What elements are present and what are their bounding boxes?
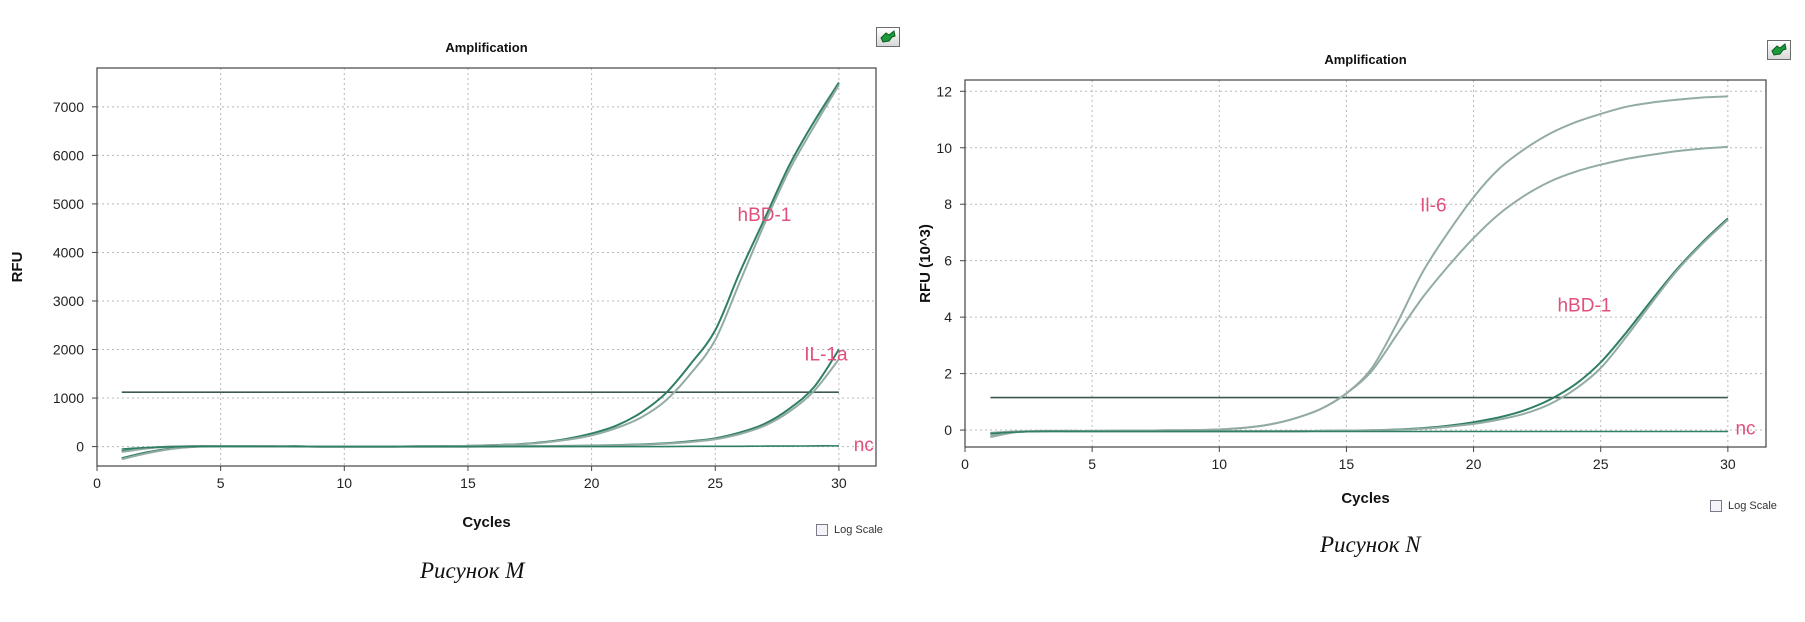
y-tick-label: 2: [944, 366, 952, 382]
x-tick-label: 10: [1211, 456, 1227, 472]
curve-annotation-il-1a: IL-1a: [804, 345, 848, 366]
x-axis-title: Cycles: [462, 514, 510, 531]
y-tick-label: 0: [76, 439, 84, 455]
x-axis-title: Cycles: [1341, 490, 1389, 507]
y-tick-label: 5000: [53, 196, 84, 212]
y-tick-label: 6: [944, 253, 952, 269]
y-tick-label: 7000: [53, 99, 84, 115]
x-tick-label: 25: [1593, 456, 1609, 472]
amplification-chart-m: 0 5 10 15 20 25 30 0 1000 2000 3000 4000 5000 6000 700…: [9, 40, 877, 531]
y-tick-label: 3000: [53, 293, 84, 309]
x-tick-label: 5: [1088, 456, 1096, 472]
export-chart-icon: [1771, 43, 1787, 56]
x-tick-label: 15: [460, 475, 476, 491]
series-line-il-6: [990, 145, 1728, 437]
log-scale-label-m: Log Scale: [834, 524, 883, 536]
figure-caption-m: Рисунок M: [420, 558, 525, 583]
series-line-hbd-1: [121, 82, 840, 452]
series-line-il-1a: [121, 358, 840, 461]
curve-annotation-nc: nc: [854, 435, 874, 456]
y-tick-label: 4: [944, 309, 952, 325]
curve-annotation-hbd-1: hBD-1: [738, 205, 792, 226]
x-tick-label: 0: [961, 456, 969, 472]
x-tick-label: 20: [1466, 456, 1482, 472]
y-axis-title: RFU (10^3): [917, 224, 934, 303]
series-line-nc: [990, 430, 1728, 435]
amplification-chart-n: 0 5 10 15 20 25 30 0 2 4 6 8 10 12 Amplification Cycles…: [917, 52, 1767, 507]
y-axis-title: RFU: [9, 252, 26, 283]
x-tick-label: 15: [1339, 456, 1355, 472]
y-tick-label: 0: [944, 422, 952, 438]
x-tick-label: 30: [831, 475, 847, 491]
x-tick-label: 5: [217, 475, 225, 491]
y-tick-label: 4000: [53, 244, 84, 260]
series-line-hbd-1: [990, 218, 1729, 434]
export-button-n[interactable]: [1767, 40, 1791, 60]
y-tick-label: 6000: [53, 147, 84, 163]
chart-title: Amplification: [1324, 52, 1406, 67]
curve-annotation-hbd-1: hBD-1: [1557, 295, 1611, 316]
curve-annotation-il-6: Il-6: [1420, 195, 1446, 216]
series-line-il-1a: [121, 348, 840, 460]
y-tick-label: 10: [936, 140, 952, 156]
x-tick-label: 20: [584, 475, 600, 491]
plot-frame: [96, 67, 877, 467]
y-tick-label: 8: [944, 196, 952, 212]
x-tick-label: 10: [337, 475, 353, 491]
x-tick-label: 25: [707, 475, 723, 491]
curve-annotation-nc: nc: [1735, 418, 1755, 439]
x-tick-label: 30: [1720, 456, 1736, 472]
chart-panel-m: 0 5 10 15 20 25 30 0 1000 2000 3000 4000 5000 6000 700…: [0, 0, 900, 622]
export-button-m[interactable]: [876, 27, 900, 47]
series-line-nc: [121, 445, 839, 450]
chart-panel-n: 0 5 10 15 20 25 30 0 2 4 6 8 10 12 Amplification Cycles…: [905, 0, 1805, 622]
plot-frame: [964, 79, 1767, 448]
series-line-hbd-1: [990, 217, 1729, 435]
log-scale-checkbox-n[interactable]: [1710, 500, 1722, 512]
y-tick-label: 2000: [53, 342, 84, 358]
chart-title: Amplification: [445, 40, 527, 55]
x-tick-label: 0: [93, 475, 101, 491]
figure-caption-n: Рисунок N: [1320, 532, 1421, 557]
y-tick-label: 12: [936, 83, 952, 99]
log-scale-toggle-n[interactable]: Log Scale: [1710, 500, 1777, 512]
log-scale-toggle-m[interactable]: Log Scale: [816, 524, 883, 536]
log-scale-checkbox-m[interactable]: [816, 524, 828, 536]
export-chart-icon: [880, 30, 896, 43]
log-scale-label-n: Log Scale: [1728, 500, 1777, 512]
y-tick-label: 1000: [53, 390, 84, 406]
series-line-hbd-1: [121, 84, 840, 453]
